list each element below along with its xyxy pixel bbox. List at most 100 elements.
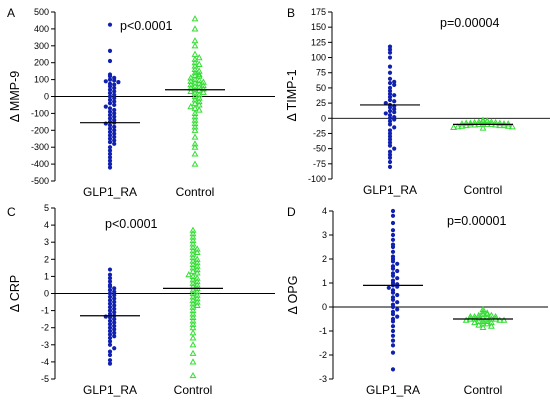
data-point — [112, 114, 117, 119]
data-point — [189, 257, 197, 264]
y-tick-label: 175 — [311, 7, 326, 17]
data-point — [187, 103, 195, 110]
data-point — [390, 343, 396, 348]
data-point — [504, 120, 512, 127]
data-point — [500, 120, 508, 127]
data-point — [189, 289, 197, 297]
data-point — [195, 76, 203, 84]
y-tick-label: -3 — [319, 374, 327, 384]
data-point — [395, 276, 400, 281]
data-point — [479, 310, 487, 317]
y-tick-label: -2 — [41, 323, 49, 333]
data-point — [107, 272, 113, 277]
y-tick-label: -3 — [41, 340, 49, 350]
data-point — [107, 352, 113, 358]
data-point — [479, 323, 487, 330]
data-point — [107, 48, 113, 53]
data-point — [112, 317, 117, 322]
data-point — [191, 62, 199, 69]
y-tick-label: 25 — [316, 98, 326, 108]
data-point — [193, 295, 201, 302]
data-point — [191, 89, 199, 96]
data-point — [107, 325, 113, 330]
data-point — [107, 109, 113, 114]
panel-a: A -500 -400 -300 -200 -100 0 100 200 300 400 500 Δ M… — [7, 6, 275, 199]
data-point — [191, 109, 199, 116]
data-point — [454, 123, 462, 130]
data-point — [107, 97, 113, 102]
data-point — [187, 74, 195, 81]
data-point — [392, 125, 397, 130]
data-point — [107, 112, 113, 118]
data-point — [390, 319, 396, 324]
data-point — [189, 276, 197, 283]
data-point — [496, 121, 504, 129]
data-point — [383, 111, 388, 116]
data-point — [107, 358, 113, 363]
data-point — [390, 259, 396, 264]
data-point — [112, 138, 117, 143]
data-point — [387, 108, 393, 114]
data-point — [103, 104, 108, 109]
data-point — [199, 78, 207, 85]
data-point — [191, 15, 199, 22]
data-point — [195, 97, 203, 105]
y-tick-label: 0 — [322, 302, 327, 312]
y-tick-label: 500 — [34, 7, 49, 17]
data-point — [112, 323, 117, 329]
data-point — [107, 322, 113, 327]
y-tick-label: -5 — [41, 374, 49, 384]
data-point — [466, 119, 474, 126]
data-point — [112, 299, 117, 305]
data-point — [390, 290, 396, 295]
data-point — [195, 91, 203, 98]
data-point — [107, 123, 113, 128]
data-point — [189, 300, 197, 307]
data-point — [189, 349, 197, 356]
data-point — [390, 333, 396, 338]
data-point — [390, 228, 396, 233]
data-point — [390, 244, 396, 250]
data-point — [107, 145, 113, 150]
data-point — [107, 329, 113, 334]
data-point — [107, 315, 113, 320]
data-point — [193, 298, 201, 305]
data-point — [390, 367, 396, 372]
data-point — [107, 267, 113, 272]
data-point — [107, 126, 113, 131]
data-point — [189, 286, 197, 293]
data-point — [187, 77, 195, 84]
y-tick-label: -500 — [31, 176, 49, 186]
data-point — [189, 329, 197, 336]
data-point — [107, 148, 113, 153]
data-point — [107, 287, 113, 293]
data-point — [112, 306, 117, 311]
data-point — [450, 123, 458, 130]
data-point — [390, 273, 396, 278]
data-point — [387, 50, 393, 55]
data-point — [189, 317, 197, 324]
data-point — [189, 260, 197, 268]
data-point — [107, 101, 113, 106]
data-point — [191, 59, 199, 66]
data-point — [189, 296, 197, 303]
data-point — [193, 245, 201, 252]
data-point — [395, 300, 400, 305]
data-point — [107, 133, 113, 138]
data-point — [390, 312, 396, 317]
data-point — [193, 301, 201, 309]
y-tick-label: 50 — [316, 83, 326, 93]
y-tick-label: 4 — [322, 206, 327, 216]
data-point — [189, 233, 197, 240]
data-point — [112, 99, 117, 104]
data-point — [107, 361, 113, 366]
data-point — [189, 226, 197, 233]
data-point — [191, 96, 199, 103]
data-point — [392, 93, 397, 98]
category-label: GLP1_RA — [366, 383, 420, 397]
data-point — [189, 358, 197, 365]
y-tick-label: -50 — [313, 144, 326, 154]
data-point — [189, 334, 197, 341]
data-point — [191, 42, 199, 49]
